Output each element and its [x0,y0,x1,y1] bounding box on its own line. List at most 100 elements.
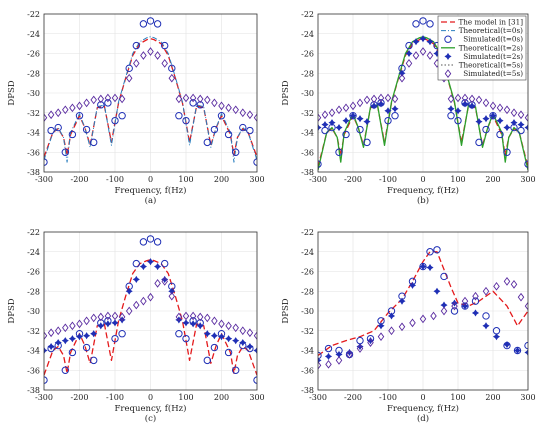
x-tick-label: 100 [450,393,465,402]
data-point [356,125,364,134]
data-point [324,344,333,353]
data-point [239,326,247,336]
data-point [90,95,97,105]
data-point [182,116,190,125]
data-point [118,112,126,120]
data-point [412,20,420,28]
data-point [90,356,98,365]
data-point [426,38,434,46]
data-point [426,248,434,256]
data-point [318,113,322,123]
data-point [384,93,392,103]
data-point [76,319,83,329]
data-point [168,64,176,73]
y-tick-label: -38 [27,168,40,177]
data-point [104,320,112,328]
data-point [370,102,378,110]
y-tick-label: -36 [27,148,40,157]
data-point [493,281,500,291]
data-point [321,121,329,129]
data-point [161,259,169,268]
data-point [168,291,176,301]
x-tick-label: 100 [450,175,465,184]
y-axis-label: DPSD [281,80,291,105]
data-point [363,138,371,147]
data-point [76,101,83,111]
data-point [335,124,343,132]
data-point [496,103,504,113]
data-point [97,312,105,322]
data-point [387,312,396,320]
data-point [161,41,169,50]
x-tick-label: 0 [420,175,425,184]
y-tick-label: -36 [27,366,40,375]
data-point [349,112,357,120]
y-tick-label: -22 [27,228,40,237]
data-point [408,281,417,289]
y-tick-label: -34 [301,129,314,138]
data-point [211,98,218,108]
data-point [510,279,518,289]
x-axis-label: Frequency, f(Hz) [387,403,459,414]
y-tick-label: -28 [301,287,314,296]
y-tick-label: -26 [301,50,314,59]
y-axis-label: DPSD [7,298,17,323]
data-point [335,356,343,365]
data-point [175,330,183,338]
data-point [318,351,322,360]
data-point [503,148,511,156]
data-point [517,292,525,302]
data-point [433,246,441,254]
data-point [104,93,112,103]
data-point [125,73,133,83]
data-point [118,94,126,104]
data-point [398,297,406,305]
data-point [482,98,490,108]
data-point [335,148,343,156]
data-point [217,112,226,120]
data-point [232,323,239,333]
series-group [44,235,257,384]
data-point [104,99,112,107]
data-point [496,130,504,139]
data-point [61,148,70,156]
data-point [253,346,257,355]
data-point [69,103,76,113]
x-tick-label: 300 [520,393,535,402]
data-point [139,20,148,28]
data-point [524,348,528,357]
data-point [345,348,354,357]
y-axis-label: DPSD [7,80,17,105]
legend: The model in [31]Theoretical(t=0s)Simula… [437,15,527,81]
data-point [68,348,77,357]
data-point [211,316,218,326]
data-point [482,125,490,134]
data-point [47,126,55,135]
data-point [489,112,497,120]
data-point [203,356,212,365]
data-point [232,105,239,115]
data-point [450,307,459,315]
data-point [409,318,416,328]
y-tick-label: -28 [27,69,40,78]
data-point [203,330,211,338]
series-line [318,38,528,168]
data-point [210,343,219,352]
data-point [503,341,511,349]
y-tick-label: -38 [301,168,314,177]
y-axis-label: DPSD [281,298,291,323]
data-point [196,101,204,109]
data-point [384,116,392,125]
data-point [224,130,233,139]
data-point [461,93,469,103]
data-point [318,160,322,168]
data-point [54,339,62,347]
data-point [189,93,197,103]
y-tick-label: -24 [301,30,314,39]
data-point [133,300,140,310]
data-point [391,112,399,120]
data-point [412,51,420,60]
data-point [342,103,350,113]
data-point [246,110,254,120]
x-tick-label: 0 [148,393,153,402]
